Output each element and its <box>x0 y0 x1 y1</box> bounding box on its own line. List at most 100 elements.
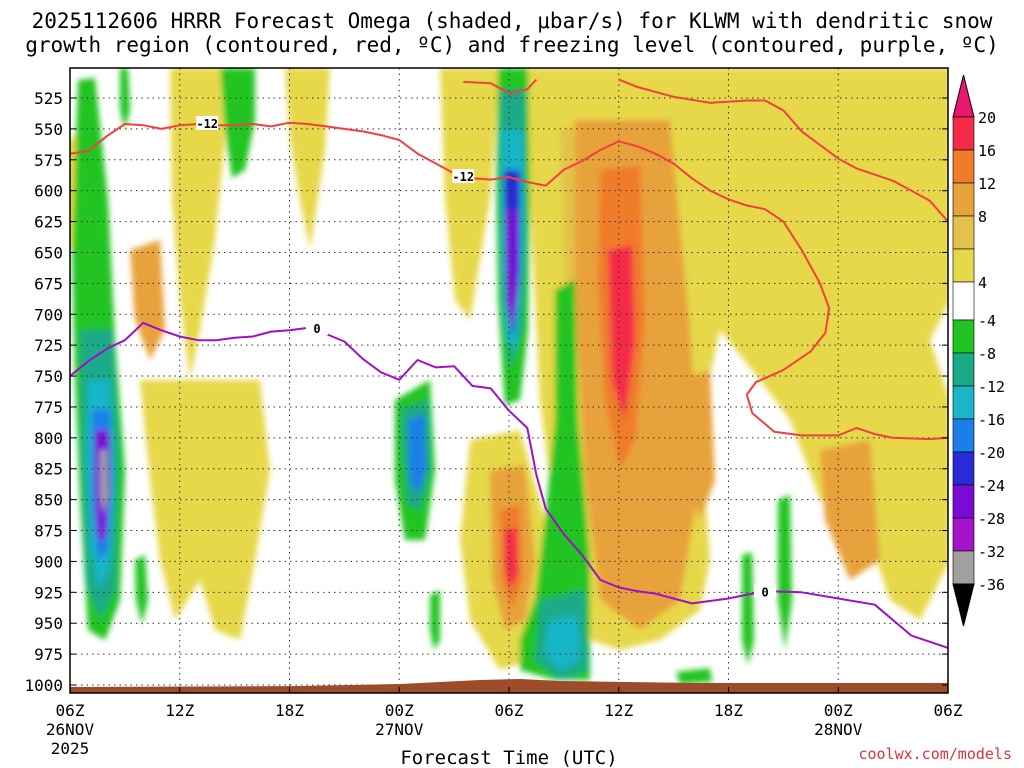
colorbar-level-label: 4 <box>978 274 987 292</box>
omega-region-ascent <box>135 555 148 625</box>
y-tick-label: 650 <box>34 243 63 262</box>
omega-region-descent-core <box>504 528 518 590</box>
omega-field <box>70 68 948 684</box>
omega-region-descent <box>170 68 225 380</box>
colorbar-swatch <box>952 451 975 486</box>
y-tick-label: 950 <box>34 614 63 633</box>
x-tick-label: 12Z <box>604 701 633 720</box>
x-tick-label: 12Z <box>165 701 194 720</box>
y-tick-label: 850 <box>34 491 63 510</box>
x-tick-date-label: 27NOV <box>375 720 424 739</box>
omega-region-descent <box>140 380 270 640</box>
omega-region-ascent <box>120 68 130 130</box>
colorbar-top-cap <box>952 74 975 118</box>
omega-shading <box>70 68 948 684</box>
y-tick-label: 525 <box>34 89 63 108</box>
dendritic-contour-label-bg <box>452 169 475 184</box>
omega-region-ascent <box>545 615 580 670</box>
colorbar-swatch <box>952 319 975 354</box>
y-axis-pressure: 525 550 575 600 625 650 675 700 725 750 775 800 825 8… <box>24 89 948 695</box>
y-tick-label: 900 <box>34 552 63 571</box>
colorbar: 20 16 12 8 4 -4 -8 -12 -16 -20 -24 -28 -32 -36 <box>952 74 1005 627</box>
colorbar-swatch <box>952 281 975 321</box>
x-tick-label: 18Z <box>714 701 743 720</box>
y-tick-label: 675 <box>34 274 63 293</box>
omega-region-descent <box>440 68 500 320</box>
omega-region-ascent-core <box>100 450 108 515</box>
y-tick-label: 1000 <box>24 676 63 695</box>
y-tick-label: 975 <box>34 645 63 664</box>
dendritic-contour-label: -12 <box>196 117 218 131</box>
y-tick-label: 875 <box>34 522 63 541</box>
y-tick-label: 700 <box>34 305 63 324</box>
x-tick-label: 06Z <box>934 701 963 720</box>
y-tick-label: 575 <box>34 151 63 170</box>
freezing-level-label-bg <box>305 321 328 336</box>
y-tick-label: 825 <box>34 460 63 479</box>
omega-region-descent <box>285 68 330 250</box>
y-tick-label: 925 <box>34 583 63 602</box>
colorbar-level-label: 8 <box>978 208 987 226</box>
freezing-level-label: 0 <box>313 322 320 336</box>
dendritic-contour-label-bg <box>196 115 219 130</box>
omega-region-ascent <box>430 590 440 650</box>
colorbar-level-label: -16 <box>978 411 1005 429</box>
colorbar-level-label: -36 <box>978 576 1005 594</box>
colorbar-level-label: -24 <box>978 477 1005 495</box>
dendritic-contour-line <box>463 78 538 95</box>
y-tick-label: 750 <box>34 367 63 386</box>
x-tick-label: 00Z <box>824 701 853 720</box>
y-tick-label: 550 <box>34 120 63 139</box>
freezing-level-label-bg <box>754 584 777 599</box>
x-tick-label: 06Z <box>495 701 524 720</box>
x-tick-date-label: 28NOV <box>814 720 863 739</box>
omega-region-ascent <box>742 552 754 665</box>
omega-region-ascent <box>220 68 255 178</box>
colorbar-swatch <box>952 215 975 250</box>
colorbar-level-label: -32 <box>978 543 1005 561</box>
contour-lines: -12 -12 0 0 <box>70 78 948 649</box>
freezing-level-line <box>70 321 948 649</box>
dendritic-contour-label: -12 <box>452 170 474 184</box>
colorbar-swatch <box>952 550 975 585</box>
chart-title-line-2: growth region (contoured, red, ºC) and f… <box>25 33 999 57</box>
omega-region-descent <box>680 370 715 520</box>
omega-region-ascent <box>408 415 426 495</box>
freezing-level-label: 0 <box>761 585 768 599</box>
colorbar-swatch <box>952 517 975 552</box>
y-tick-label: 600 <box>34 182 63 201</box>
omega-region-descent <box>870 420 948 620</box>
chart-title-line-1: 2025112606 HRRR Forecast Omega (shaded, … <box>32 9 993 33</box>
x-axis-title: Forecast Time (UTC) <box>400 747 617 768</box>
colorbar-level-label: -8 <box>978 345 996 363</box>
colorbar-swatch <box>952 149 975 184</box>
omega-region-descent <box>820 440 880 580</box>
dendritic-contour-line <box>618 78 948 223</box>
colorbar-swatch <box>952 352 975 387</box>
credit-text: coolwx.com/models <box>858 745 1012 763</box>
colorbar-level-label: -20 <box>978 444 1005 462</box>
omega-region-descent <box>130 240 165 360</box>
y-tick-label: 625 <box>34 213 63 232</box>
dendritic-contour-line <box>70 121 948 441</box>
colorbar-swatch <box>952 116 975 151</box>
colorbar-level-label: 16 <box>978 142 996 160</box>
y-tick-label: 725 <box>34 336 63 355</box>
colorbar-swatch <box>952 182 975 217</box>
colorbar-level-label: -12 <box>978 378 1005 396</box>
omega-region-ascent <box>520 280 590 680</box>
y-tick-label: 800 <box>34 429 63 448</box>
colorbar-level-label: -28 <box>978 510 1005 528</box>
omega-region-ascent <box>676 668 712 684</box>
colorbar-level-label: -4 <box>978 312 996 330</box>
x-tick-label: 06Z <box>56 701 85 720</box>
omega-region-ascent <box>778 495 792 650</box>
x-tick-label: 00Z <box>385 701 414 720</box>
colorbar-swatch <box>952 484 975 519</box>
x-tick-label: 18Z <box>275 701 304 720</box>
x-tick-year-label: 2025 <box>51 739 90 758</box>
colorbar-swatch <box>952 418 975 453</box>
colorbar-swatch <box>952 248 975 283</box>
